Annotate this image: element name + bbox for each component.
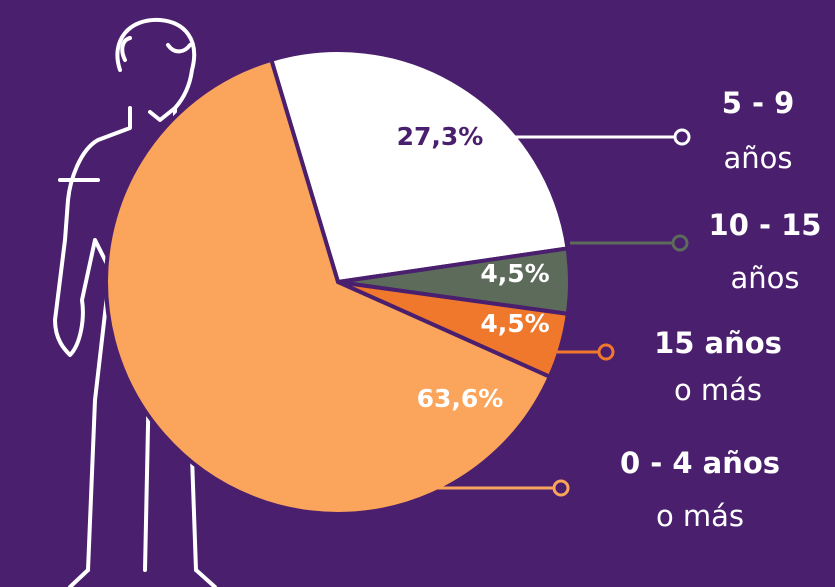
value-label: 4,5%: [480, 259, 549, 288]
value-label: 63,6%: [417, 384, 504, 413]
legend-title: 10 - 15: [709, 208, 822, 242]
legend-subtitle: o más: [656, 499, 744, 533]
legend-title: 0 - 4 años: [620, 446, 780, 480]
legend-subtitle: años: [730, 261, 799, 295]
connector-dot: [552, 479, 570, 497]
pie: [104, 48, 572, 516]
legend-title: 5 - 9: [722, 86, 795, 120]
legend-subtitle: o más: [674, 373, 762, 407]
value-label: 27,3%: [397, 122, 484, 151]
legend-subtitle: años: [723, 141, 792, 175]
legend-title: 15 años: [654, 326, 782, 360]
labels: 27,3% 5 - 9 años 4,5% 10 - 15 años 4,5% 15 años…: [397, 86, 822, 533]
connector-dot: [673, 128, 691, 146]
connector-dot: [597, 343, 615, 361]
connector-dot: [671, 234, 689, 252]
pie-slice: [104, 57, 553, 516]
pie-slice: [268, 48, 570, 285]
value-label: 4,5%: [480, 309, 549, 338]
